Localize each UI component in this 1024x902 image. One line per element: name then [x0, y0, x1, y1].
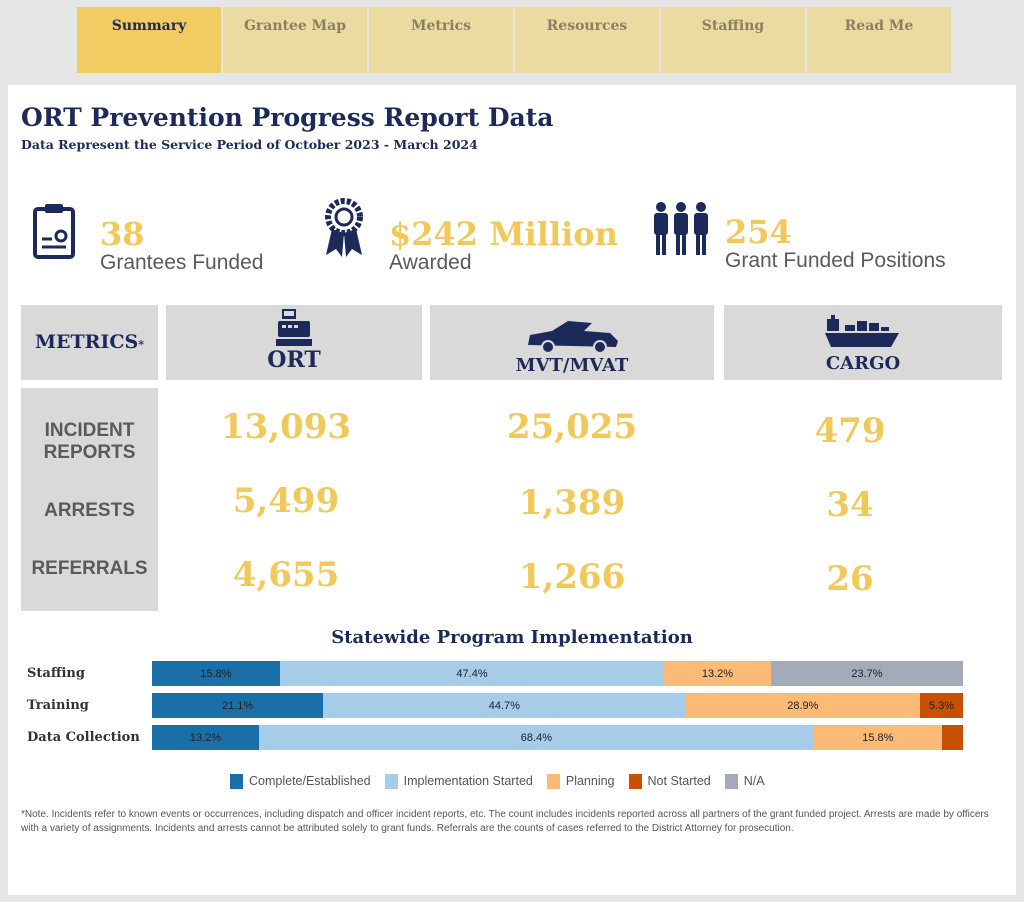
- bar-segment[interactable]: 28.9%: [685, 693, 920, 718]
- row-label-arrests: ARRESTS: [44, 500, 135, 521]
- mvt-referrals: 1,266: [518, 557, 626, 597]
- legend-item: Not Started: [628, 774, 711, 790]
- kpi-label: Grant Funded Positions: [725, 249, 946, 272]
- mvt-arrests: 1,389: [518, 483, 626, 523]
- bar-category-label: Training: [27, 698, 89, 713]
- tab-staffing[interactable]: Staffing: [661, 7, 805, 73]
- dashboard-panel: ORT Prevention Progress Report Data Data…: [8, 85, 1016, 895]
- kpi-label: Grantees Funded: [100, 251, 264, 274]
- legend-item: N/A: [724, 774, 765, 790]
- metrics-header: METRICS*: [21, 305, 158, 380]
- bar-category-label: Staffing: [27, 666, 85, 681]
- legend-label: N/A: [743, 774, 765, 788]
- people-group-icon: [654, 202, 708, 255]
- chart-legend: Complete/Established Implementation Start…: [230, 774, 765, 790]
- mvt-incidents: 25,025: [506, 407, 638, 447]
- legend-swatch: [628, 774, 642, 790]
- bar-segment[interactable]: 13.2%: [664, 661, 771, 686]
- legend-label: Planning: [565, 774, 615, 788]
- legend-swatch: [384, 774, 398, 790]
- kpi-value: 254: [725, 213, 792, 251]
- bar-segment[interactable]: 68.4%: [259, 725, 814, 750]
- legend-item: Planning: [546, 774, 615, 790]
- bar-segment[interactable]: 13.2%: [152, 725, 260, 750]
- cargo-ship-icon: [825, 315, 899, 347]
- legend-item: Implementation Started: [384, 774, 533, 790]
- cargo-referrals: 26: [826, 559, 874, 599]
- cargo-incidents: 479: [814, 411, 886, 451]
- bar-segment[interactable]: 44.7%: [323, 693, 686, 718]
- stacked-bar: 13.2% 68.4% 15.8%: [152, 725, 963, 750]
- metrics-header-label: METRICS: [35, 331, 139, 353]
- bar-category-label: Data Collection: [27, 730, 140, 745]
- ort-incidents: 13,093: [220, 407, 352, 447]
- tab-grantee-map[interactable]: Grantee Map: [223, 7, 367, 73]
- page-subtitle: Data Represent the Service Period of Oct…: [21, 137, 478, 152]
- tab-bar: Summary Grantee Map Metrics Resources St…: [77, 7, 951, 73]
- tab-resources[interactable]: Resources: [515, 7, 659, 73]
- legend-swatch: [724, 774, 738, 790]
- stacked-bar: 21.1% 44.7% 28.9% 5.3%: [152, 693, 963, 718]
- column-header-cargo: CARGO: [724, 305, 1002, 380]
- bar-segment[interactable]: 5.3%: [920, 693, 963, 718]
- metrics-asterisk: *: [138, 338, 144, 351]
- tab-summary[interactable]: Summary: [77, 7, 221, 73]
- legend-label: Complete/Established: [249, 774, 371, 788]
- car-icon: [528, 321, 618, 354]
- kpi-label: Awarded: [389, 251, 472, 274]
- kpi-value: $242 Million: [389, 215, 618, 253]
- award-ribbon-icon: [325, 198, 363, 257]
- kpi-value: 38: [100, 215, 145, 253]
- page-title: ORT Prevention Progress Report Data: [21, 103, 554, 132]
- cash-register-icon: [276, 309, 312, 346]
- legend-item: Complete/Established: [230, 774, 371, 790]
- bar-segment[interactable]: 23.7%: [770, 661, 963, 686]
- stacked-bar: 15.8% 47.4% 13.2% 23.7%: [152, 661, 963, 686]
- legend-label: Implementation Started: [403, 774, 533, 788]
- kpi-awarded: $242 Million Awarded: [389, 217, 618, 275]
- row-labels: INCIDENT REPORTS ARRESTS REFERRALS: [21, 388, 158, 611]
- ort-arrests: 5,499: [232, 481, 340, 521]
- column-label: MVT/MVAT: [515, 355, 629, 376]
- row-label-referrals: REFERRALS: [31, 558, 148, 579]
- ort-referrals: 4,655: [232, 555, 340, 595]
- column-header-ort: ORT: [166, 305, 422, 380]
- cargo-arrests: 34: [826, 485, 874, 525]
- chart-title: Statewide Program Implementation: [331, 627, 693, 648]
- bar-segment[interactable]: 47.4%: [280, 661, 665, 686]
- tab-metrics[interactable]: Metrics: [369, 7, 513, 73]
- row-label-incident-reports: INCIDENT REPORTS: [43, 420, 136, 463]
- bar-segment[interactable]: [941, 725, 963, 750]
- bar-segment[interactable]: 15.8%: [152, 661, 280, 686]
- column-label: CARGO: [825, 353, 901, 374]
- kpi-positions: 254 Grant Funded Positions: [725, 215, 946, 273]
- column-header-mvt: MVT/MVAT: [430, 305, 714, 380]
- tab-read-me[interactable]: Read Me: [807, 7, 951, 73]
- bar-segment[interactable]: 21.1%: [152, 693, 324, 718]
- kpi-grantees: 38 Grantees Funded: [100, 217, 263, 275]
- column-label: ORT: [267, 347, 321, 373]
- legend-label: Not Started: [647, 774, 711, 788]
- footnote: *Note. Incidents refer to known events o…: [21, 809, 989, 834]
- bar-segment[interactable]: 15.8%: [813, 725, 942, 750]
- legend-swatch: [546, 774, 560, 790]
- clipboard-certificate-icon: [33, 204, 75, 259]
- legend-swatch: [230, 774, 243, 790]
